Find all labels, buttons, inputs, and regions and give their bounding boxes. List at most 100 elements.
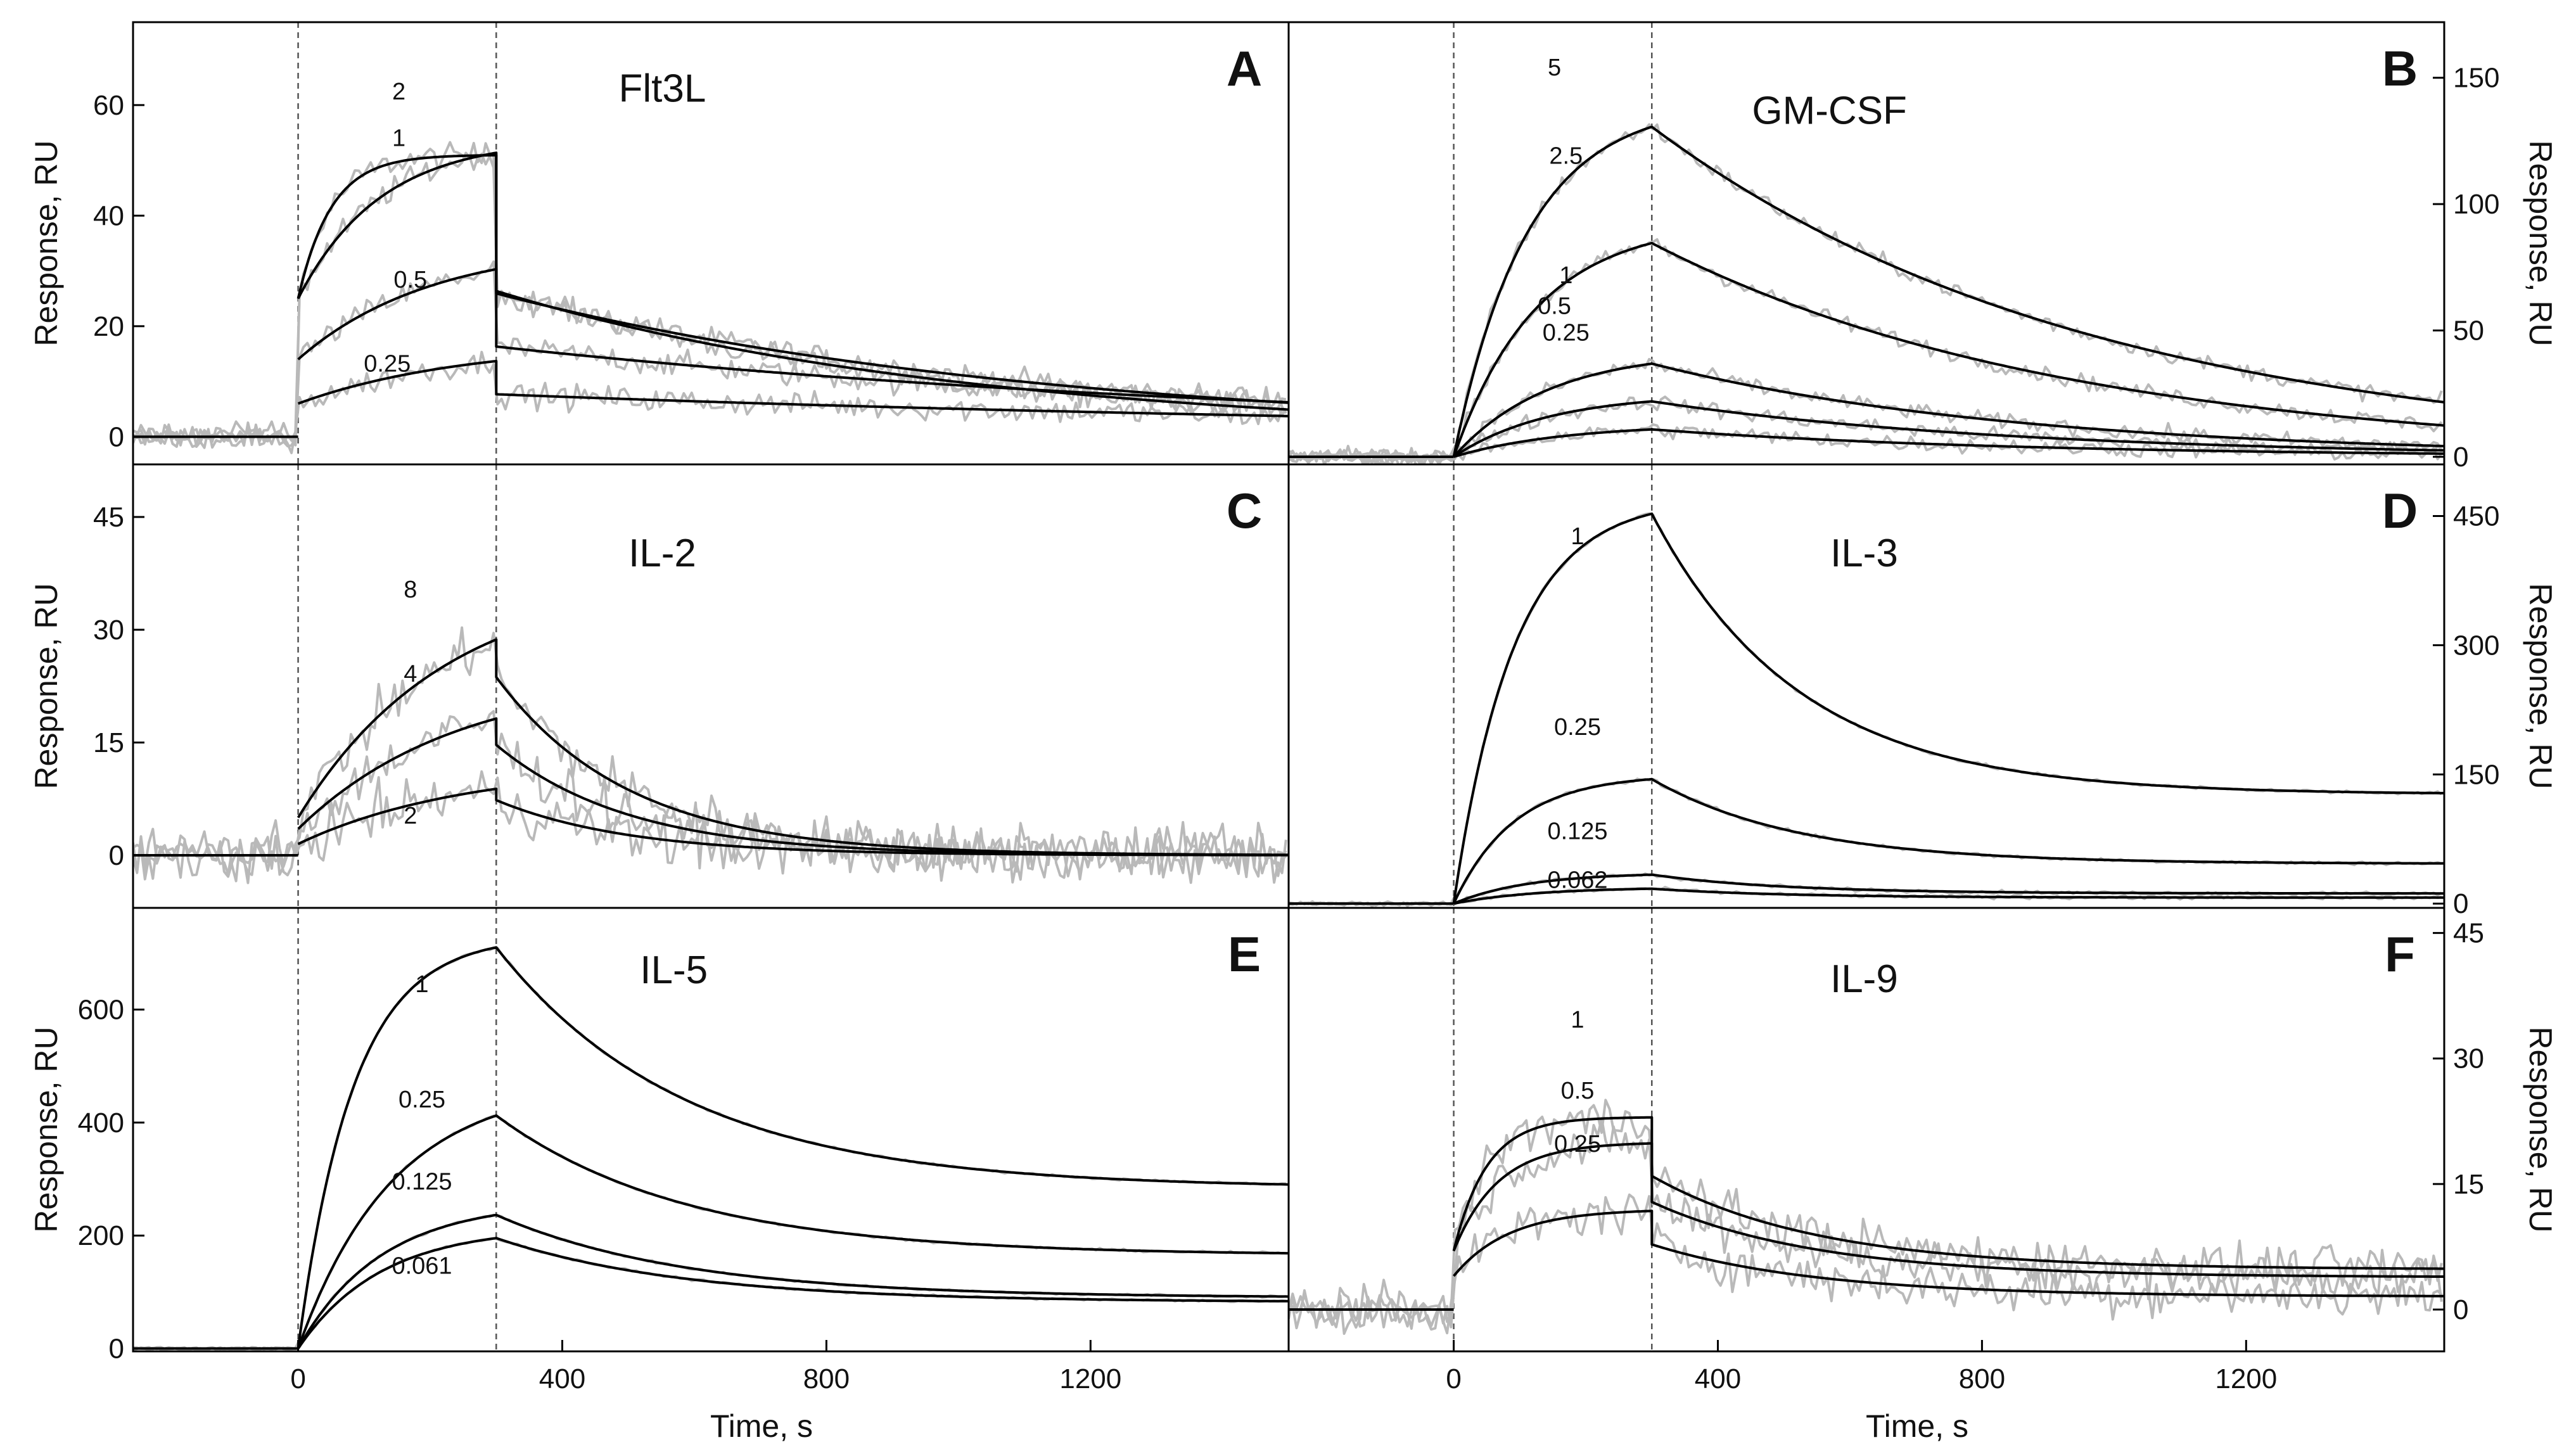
raw-trace-A-0.25 [133, 350, 1287, 448]
panel-letter: D [2382, 483, 2418, 539]
y-tick-label: 0 [2453, 888, 2468, 919]
y-tick-label: 45 [2453, 918, 2484, 949]
concentration-label: 1 [392, 125, 405, 151]
fit-curve-B-2.5 [1452, 241, 2444, 457]
panel-letter: A [1227, 41, 1262, 96]
raw-trace-E-0.25 [133, 1114, 1286, 1351]
x-tick-label: 800 [1959, 1363, 2005, 1394]
y-tick-label: 600 [78, 995, 124, 1026]
plot-area [133, 626, 1289, 884]
y-tick-label: 30 [93, 615, 124, 646]
panel-letter: F [2385, 926, 2415, 982]
y-tick-label: 45 [93, 502, 124, 533]
y-tick-label: 0 [2453, 442, 2468, 473]
panel-title: GM-CSF [1752, 89, 1907, 133]
concentration-label: 1 [1571, 523, 1584, 550]
concentration-label: 5 [1548, 54, 1561, 81]
fit-curve-F-1 [1452, 1116, 2444, 1270]
fit-curve-E-0.061 [296, 1237, 1289, 1349]
y-tick-label: 0 [2453, 1294, 2468, 1325]
plot-area [1289, 123, 2444, 464]
x-axis-title: Time, s [710, 1408, 813, 1444]
y-tick-label: 200 [78, 1220, 124, 1251]
panel-A: 2 1 0.5 0.25 0 20 40 60 Response, RU A Flt3L [29, 21, 1290, 466]
raw-trace-C-2 [133, 770, 1287, 884]
fit-curve-C-8 [296, 638, 1289, 857]
concentration-label: 2.5 [1549, 143, 1583, 169]
fit-curve-A-2 [296, 154, 1289, 404]
y-tick-label: 150 [2453, 63, 2499, 94]
panel-frame [1287, 907, 2445, 1353]
concentration-label: 1 [415, 971, 428, 998]
y-axis-title: Response, RU [2523, 583, 2558, 789]
y-tick-label: 60 [93, 90, 124, 121]
panel-C: 8 4 2 0 15 30 45 Response, RU C IL-2 [29, 463, 1290, 909]
concentration-label: 0.125 [392, 1169, 452, 1196]
plot-area [133, 946, 1289, 1351]
y-axis-title: Response, RU [29, 140, 64, 346]
panel-E: 1 0.25 0.125 0.061 0 200 400 600 Response, RU E IL… [29, 907, 1290, 1444]
fit-curve-A-1 [296, 151, 1289, 411]
concentration-label: 1 [1571, 1007, 1584, 1033]
y-tick-label: 15 [2453, 1169, 2484, 1200]
fit-curve-D-0.062 [1453, 887, 2444, 905]
concentration-label: 0.125 [1547, 819, 1607, 845]
y-tick-label: 0 [109, 1334, 124, 1365]
x-tick-label: 0 [290, 1363, 305, 1394]
plot-area [1289, 512, 2444, 907]
fit-curve-E-0.25 [296, 1114, 1289, 1349]
concentration-label: 4 [404, 661, 417, 687]
fit-curve-F-0.25 [1453, 1209, 2444, 1298]
y-axis-title: Response, RU [2523, 140, 2558, 346]
panel-B: 5 2.5 1 0.50.25 0 50 100 150 Response, RU B GM-CSF [1287, 21, 2558, 473]
fit-curve-C-2 [297, 788, 1289, 857]
y-tick-label: 50 [2453, 316, 2484, 347]
fit-curve-B-5 [1452, 125, 2444, 457]
concentration-label: 2 [392, 79, 405, 105]
fit-curve-A-0.5 [297, 267, 1289, 404]
x-tick-label: 400 [539, 1363, 585, 1394]
y-tick-label: 150 [2453, 759, 2499, 790]
panel-title: IL-3 [1830, 532, 1898, 575]
concentration-label: 0.25 [1554, 714, 1601, 741]
panel-title: IL-9 [1830, 957, 1898, 1001]
x-tick-label: 400 [1695, 1363, 1741, 1394]
x-tick-label: 0 [1446, 1363, 1461, 1394]
y-tick-label: 0 [109, 840, 124, 871]
x-tick-label: 1200 [2215, 1363, 2277, 1394]
y-tick-label: 30 [2453, 1043, 2484, 1075]
fit-curve-D-1 [1452, 512, 2444, 904]
x-axis-title: Time, s [1866, 1408, 1968, 1444]
concentration-label: 2 [404, 803, 417, 829]
y-tick-label: 20 [93, 311, 124, 342]
panel-letter: C [1227, 483, 1262, 539]
concentration-label: 0.062 [1547, 867, 1607, 894]
concentration-label: 1 [1559, 262, 1572, 289]
fit-curve-A-0.25 [297, 360, 1289, 418]
y-tick-label: 15 [93, 727, 124, 758]
y-tick-label: 400 [78, 1107, 124, 1138]
concentration-label: 0.25 [399, 1087, 445, 1113]
fit-curve-E-1 [296, 946, 1289, 1349]
fit-curve-D-0.125 [1453, 873, 2444, 905]
fit-curve-B-0.25 [1453, 428, 2444, 458]
panel-F: 1 0.5 0.25 0 15 30 45 Response, RU F IL-9 0 400 800 1… [1287, 907, 2558, 1444]
concentration-label: 0.25 [1543, 320, 1590, 347]
concentration-label: 0.5 [393, 267, 427, 293]
panel-D: 1 0.25 0.125 0.062 0 150 300 450 Response, RU D IL… [1287, 463, 2558, 919]
concentration-label: 0.5 [1561, 1078, 1595, 1104]
concentration-label: 0.25 [1554, 1131, 1601, 1157]
y-tick-label: 0 [109, 421, 124, 452]
x-tick-label: 1200 [1059, 1363, 1121, 1394]
panel-frame [1287, 463, 2445, 909]
y-tick-label: 450 [2453, 501, 2499, 532]
fit-curve-B-1 [1453, 362, 2444, 458]
plot-area [1289, 1099, 2444, 1335]
fit-curve-E-0.125 [296, 1213, 1289, 1349]
fit-curve-F-0.5 [1452, 1142, 2444, 1278]
concentration-label: 0.061 [392, 1253, 452, 1280]
panel-title: Flt3L [619, 67, 706, 111]
panel-letter: B [2382, 41, 2418, 96]
